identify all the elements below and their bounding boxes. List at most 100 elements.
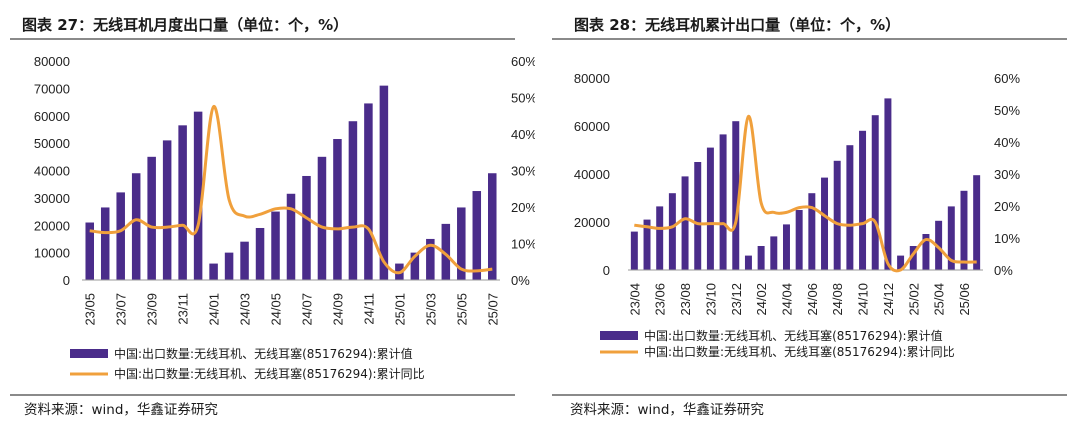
- x-tick-label: 25/02: [906, 283, 921, 316]
- bar: [795, 210, 803, 270]
- chart-title: 图表 27：无线耳机月度出口量（单位：个，%）: [22, 16, 349, 34]
- x-tick-label: 24/11: [361, 293, 376, 325]
- legend-line-label: 中国:出口数量:无线耳机、无线耳塞(85176294):累计同比: [114, 366, 425, 381]
- bar: [922, 234, 930, 270]
- y-left-tick-label: 30000: [34, 191, 70, 206]
- bar: [240, 241, 249, 280]
- bar: [744, 255, 752, 270]
- y-left-tick-label: 80000: [34, 54, 70, 69]
- bar: [333, 139, 342, 280]
- x-tick-label: 24/06: [805, 283, 820, 316]
- legend-line-label: 中国:出口数量:无线耳机、无线耳塞(85176294):累计同比: [644, 344, 955, 359]
- bar: [706, 147, 714, 270]
- x-tick-label: 23/06: [653, 283, 668, 316]
- x-tick-label: 23/05: [83, 293, 98, 326]
- bar: [100, 207, 110, 280]
- bar: [224, 252, 234, 280]
- bar: [694, 162, 702, 270]
- y-left-tick-label: 20000: [34, 218, 70, 233]
- bar: [859, 130, 867, 270]
- y-left-tick-label: 70000: [34, 81, 70, 96]
- y-right-tick-label: 0%: [511, 273, 530, 288]
- bar: [808, 193, 816, 270]
- bar: [656, 206, 664, 270]
- bar: [457, 207, 466, 280]
- bar: [286, 193, 296, 280]
- x-tick-label: 23/07: [114, 293, 129, 326]
- bar: [846, 145, 854, 270]
- y-right-tick-label: 20%: [511, 200, 535, 215]
- chart-panel-left: 图表 27：无线耳机月度出口量（单位：个，%） 0 10000 20000 30000…: [0, 0, 535, 425]
- legend-bar-swatch: [600, 331, 638, 340]
- y-right-tick-label: 10%: [511, 237, 535, 252]
- y-right-tick-label: 50%: [994, 103, 1020, 118]
- y-left-tick-label: 60000: [574, 119, 610, 134]
- x-tick-label: 25/07: [485, 293, 500, 326]
- bar: [833, 160, 841, 270]
- x-tick-label: 24/02: [754, 283, 769, 316]
- bar: [643, 219, 651, 270]
- x-tick-label: 24/10: [856, 283, 871, 316]
- bar: [897, 255, 905, 270]
- x-tick-label: 24/05: [269, 293, 284, 326]
- x-tick-label: 25/05: [454, 293, 469, 326]
- bar: [426, 238, 435, 280]
- y-left-tick-label: 40000: [34, 164, 70, 179]
- bar: [871, 115, 879, 270]
- bar: [821, 177, 829, 270]
- bar: [178, 125, 187, 280]
- export-monthly-chart: 0 10000 20000 30000 40000 50000 60000 70000 8000…: [34, 54, 535, 381]
- export-cumulative-chart: 0 20000 40000 60000 80000 0% 10% 20% 30% 40% 50% 60…: [574, 71, 1021, 359]
- legend-bar-swatch: [70, 349, 108, 358]
- bar: [884, 98, 892, 271]
- y-left-tick-label: 10000: [34, 246, 70, 261]
- x-tick-label: 24/08: [830, 283, 845, 316]
- x-tick-label: 24/07: [299, 293, 314, 326]
- x-tick-label: 23/10: [703, 283, 718, 316]
- bar: [472, 191, 482, 280]
- x-tick-label: 25/03: [423, 293, 438, 326]
- bar: [209, 263, 218, 280]
- x-tick-label: 23/08: [678, 283, 693, 316]
- y-left-tick-label: 0: [63, 273, 70, 288]
- bar: [255, 227, 265, 280]
- bar: [960, 190, 968, 270]
- bar: [668, 193, 676, 270]
- bar: [909, 246, 917, 270]
- y-left-tick-label: 50000: [34, 136, 70, 151]
- y-right-tick-label: 60%: [511, 54, 535, 69]
- x-tick-label: 23/04: [627, 283, 642, 316]
- bar: [719, 134, 727, 270]
- y-right-tick-label: 20%: [994, 199, 1020, 214]
- x-tick-label: 24/09: [330, 293, 345, 326]
- bar: [732, 121, 740, 270]
- source-note: 资料来源：wind，华鑫证券研究: [24, 402, 218, 418]
- bar: [681, 176, 689, 270]
- x-tick-label: 25/01: [392, 293, 407, 326]
- x-tick-label: 24/12: [881, 283, 896, 316]
- bar: [85, 222, 94, 280]
- yoy-line: [89, 105, 493, 275]
- x-tick-label: 24/03: [238, 293, 253, 326]
- source-divider: [10, 394, 515, 396]
- bar: [782, 224, 790, 270]
- y-left-tick-label: 60000: [34, 109, 70, 124]
- y-right-tick-label: 40%: [994, 135, 1020, 150]
- bar: [410, 252, 420, 280]
- bar: [147, 156, 156, 280]
- title-divider: [10, 38, 515, 40]
- legend-bar-label: 中国:出口数量:无线耳机、无线耳塞(85176294):累计值: [114, 346, 413, 361]
- chart-panel-right: 图表 28：无线耳机累计出口量（单位：个，%） 0 20000 40000 60000…: [548, 0, 1080, 425]
- bar: [770, 236, 778, 270]
- chart-title: 图表 28：无线耳机累计出口量（单位：个，%）: [574, 16, 901, 34]
- y-left-tick-label: 80000: [574, 71, 610, 86]
- x-tick-label: 23/09: [145, 293, 160, 326]
- y-right-tick-label: 30%: [994, 167, 1020, 182]
- bar: [757, 246, 765, 270]
- bar: [379, 85, 389, 280]
- x-tick-label: 25/06: [957, 283, 972, 316]
- bar: [441, 223, 451, 280]
- bar: [935, 220, 943, 270]
- bar: [348, 121, 358, 280]
- y-right-tick-label: 30%: [511, 164, 535, 179]
